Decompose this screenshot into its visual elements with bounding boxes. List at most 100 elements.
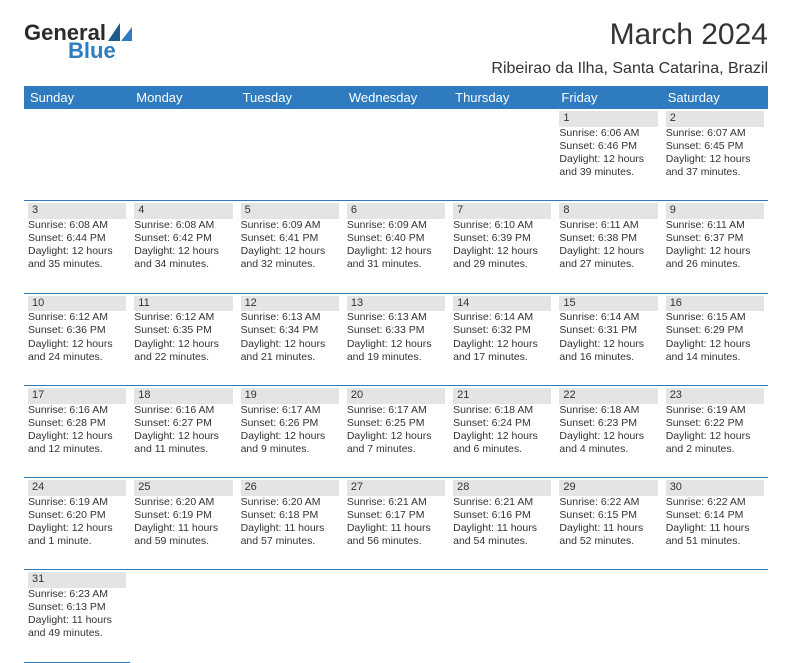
day-number-cell: [130, 109, 236, 127]
day-content-cell: Sunrise: 6:08 AMSunset: 6:44 PMDaylight:…: [24, 219, 130, 293]
day-line-d2: and 54 minutes.: [453, 535, 551, 548]
day-content-cell: Sunrise: 6:11 AMSunset: 6:37 PMDaylight:…: [662, 219, 768, 293]
day-line-sr: Sunrise: 6:08 AM: [134, 219, 232, 232]
day-line-sr: Sunrise: 6:12 AM: [28, 311, 126, 324]
day-line-d2: and 19 minutes.: [347, 351, 445, 364]
day-number-cell: 19: [237, 385, 343, 403]
day-number-cell: [237, 570, 343, 588]
day-number: 23: [666, 388, 764, 404]
day-line-d2: and 24 minutes.: [28, 351, 126, 364]
col-header: Sunday: [24, 86, 130, 109]
day-line-d2: and 27 minutes.: [559, 258, 657, 271]
header-row: General Blue March 2024 Ribeirao da Ilha…: [24, 18, 768, 78]
day-line-ss: Sunset: 6:24 PM: [453, 417, 551, 430]
day-line-sr: Sunrise: 6:13 AM: [241, 311, 339, 324]
day-number-cell: 14: [449, 293, 555, 311]
day-content-cell: [237, 588, 343, 662]
day-content-cell: Sunrise: 6:15 AMSunset: 6:29 PMDaylight:…: [662, 311, 768, 385]
day-number-cell: 26: [237, 478, 343, 496]
day-line-sr: Sunrise: 6:18 AM: [559, 404, 657, 417]
location-text: Ribeirao da Ilha, Santa Catarina, Brazil: [491, 60, 768, 78]
day-number-cell: 16: [662, 293, 768, 311]
day-line-d1: Daylight: 12 hours: [347, 430, 445, 443]
month-title: March 2024: [491, 18, 768, 52]
day-line-d2: and 26 minutes.: [666, 258, 764, 271]
day-content-cell: Sunrise: 6:08 AMSunset: 6:42 PMDaylight:…: [130, 219, 236, 293]
day-content-cell: Sunrise: 6:06 AMSunset: 6:46 PMDaylight:…: [555, 127, 661, 201]
day-number: 12: [241, 296, 339, 312]
day-line-sr: Sunrise: 6:22 AM: [559, 496, 657, 509]
day-line-d1: Daylight: 12 hours: [241, 430, 339, 443]
day-number-cell: 27: [343, 478, 449, 496]
day-line-d2: and 34 minutes.: [134, 258, 232, 271]
day-number-cell: 18: [130, 385, 236, 403]
day-number: 22: [559, 388, 657, 404]
day-line-d2: and 1 minute.: [28, 535, 126, 548]
day-content-cell: Sunrise: 6:11 AMSunset: 6:38 PMDaylight:…: [555, 219, 661, 293]
day-line-d2: and 17 minutes.: [453, 351, 551, 364]
day-number: 18: [134, 388, 232, 404]
day-number: 24: [28, 480, 126, 496]
day-content-cell: Sunrise: 6:17 AMSunset: 6:25 PMDaylight:…: [343, 404, 449, 478]
day-line-ss: Sunset: 6:31 PM: [559, 324, 657, 337]
day-content-cell: Sunrise: 6:12 AMSunset: 6:36 PMDaylight:…: [24, 311, 130, 385]
day-number: 7: [453, 203, 551, 219]
day-number-cell: 13: [343, 293, 449, 311]
day-content-cell: Sunrise: 6:07 AMSunset: 6:45 PMDaylight:…: [662, 127, 768, 201]
day-number: 6: [347, 203, 445, 219]
day-line-d2: and 56 minutes.: [347, 535, 445, 548]
day-line-ss: Sunset: 6:23 PM: [559, 417, 657, 430]
day-content-cell: [130, 127, 236, 201]
day-line-d2: and 59 minutes.: [134, 535, 232, 548]
col-header: Saturday: [662, 86, 768, 109]
day-content-cell: [449, 588, 555, 662]
day-line-sr: Sunrise: 6:10 AM: [453, 219, 551, 232]
day-number: 9: [666, 203, 764, 219]
day-content-cell: Sunrise: 6:10 AMSunset: 6:39 PMDaylight:…: [449, 219, 555, 293]
day-line-d1: Daylight: 12 hours: [347, 338, 445, 351]
day-line-sr: Sunrise: 6:11 AM: [666, 219, 764, 232]
day-line-d1: Daylight: 12 hours: [559, 430, 657, 443]
day-content-cell: [130, 588, 236, 662]
day-line-sr: Sunrise: 6:18 AM: [453, 404, 551, 417]
day-content-cell: Sunrise: 6:13 AMSunset: 6:33 PMDaylight:…: [343, 311, 449, 385]
day-line-d2: and 7 minutes.: [347, 443, 445, 456]
day-line-ss: Sunset: 6:44 PM: [28, 232, 126, 245]
day-line-d2: and 35 minutes.: [28, 258, 126, 271]
day-line-sr: Sunrise: 6:09 AM: [241, 219, 339, 232]
day-number: 4: [134, 203, 232, 219]
day-number-cell: 25: [130, 478, 236, 496]
day-line-sr: Sunrise: 6:12 AM: [134, 311, 232, 324]
day-line-sr: Sunrise: 6:15 AM: [666, 311, 764, 324]
day-content-cell: Sunrise: 6:16 AMSunset: 6:28 PMDaylight:…: [24, 404, 130, 478]
day-number-cell: [237, 109, 343, 127]
day-number-cell: [449, 570, 555, 588]
day-content-cell: Sunrise: 6:13 AMSunset: 6:34 PMDaylight:…: [237, 311, 343, 385]
day-number-cell: 7: [449, 201, 555, 219]
day-line-ss: Sunset: 6:13 PM: [28, 601, 126, 614]
day-number-cell: 3: [24, 201, 130, 219]
day-line-d1: Daylight: 12 hours: [559, 338, 657, 351]
day-line-d1: Daylight: 12 hours: [28, 430, 126, 443]
day-line-d1: Daylight: 12 hours: [347, 245, 445, 258]
day-line-ss: Sunset: 6:40 PM: [347, 232, 445, 245]
day-content-cell: Sunrise: 6:09 AMSunset: 6:40 PMDaylight:…: [343, 219, 449, 293]
day-line-d2: and 11 minutes.: [134, 443, 232, 456]
day-number: 10: [28, 296, 126, 312]
day-number: 19: [241, 388, 339, 404]
day-number: 8: [559, 203, 657, 219]
day-line-d2: and 49 minutes.: [28, 627, 126, 640]
day-line-ss: Sunset: 6:19 PM: [134, 509, 232, 522]
day-number-cell: [555, 570, 661, 588]
day-content-cell: [449, 127, 555, 201]
day-content-cell: Sunrise: 6:21 AMSunset: 6:16 PMDaylight:…: [449, 496, 555, 570]
col-header: Monday: [130, 86, 236, 109]
day-number-cell: 29: [555, 478, 661, 496]
day-line-d1: Daylight: 11 hours: [666, 522, 764, 535]
day-line-sr: Sunrise: 6:06 AM: [559, 127, 657, 140]
day-line-ss: Sunset: 6:25 PM: [347, 417, 445, 430]
day-line-sr: Sunrise: 6:23 AM: [28, 588, 126, 601]
day-content-cell: Sunrise: 6:17 AMSunset: 6:26 PMDaylight:…: [237, 404, 343, 478]
day-line-d2: and 6 minutes.: [453, 443, 551, 456]
day-number: 25: [134, 480, 232, 496]
